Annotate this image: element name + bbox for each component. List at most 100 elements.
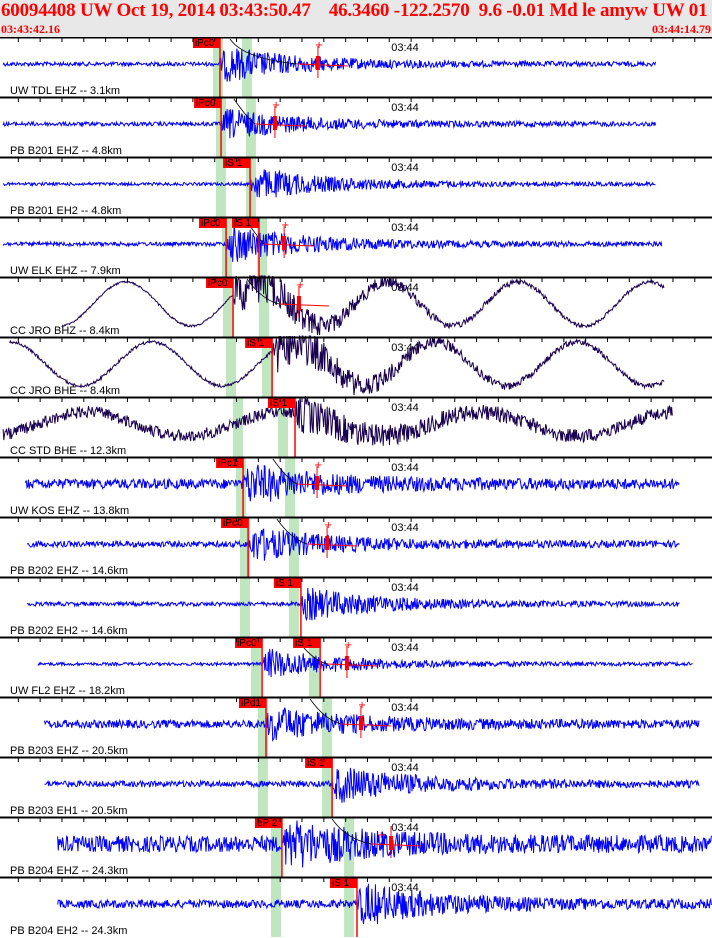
pick-label: iPc0 — [196, 98, 216, 109]
trace-panel: 03:44 iS 1 PB B203 EH1 -- 20.5km — [0, 756, 712, 817]
minute-label: 03:44 — [391, 42, 419, 54]
station-label: PB B203 EH1 -- 20.5km — [10, 805, 127, 817]
minute-label: 03:44 — [391, 762, 419, 774]
pick-label: iPc0 — [208, 278, 228, 289]
p-window — [236, 457, 247, 517]
p-window — [223, 277, 234, 337]
pick-label: iS 1 — [225, 158, 243, 169]
coda-fit-line — [297, 483, 348, 487]
waveform — [9, 334, 665, 396]
minute-label: 03:44 — [391, 702, 419, 714]
amplitude-bar — [272, 116, 277, 130]
pick-label: iPc0 — [237, 638, 257, 649]
station-label: UW FL2 EHZ -- 18.2km — [10, 685, 125, 697]
trace-panel: 03:44 + iPd1 PB B203 EHZ -- 20.5km — [0, 696, 712, 757]
s-window — [322, 757, 333, 817]
minute-label: 03:44 — [391, 522, 419, 534]
p-window — [226, 337, 237, 397]
waveform — [2, 395, 673, 446]
trace-panel: 03:44 + iPc0 PB B201 EHZ -- 4.8km — [0, 96, 712, 157]
trace-panel: 03:44 iS 1 PB B204 EH2 -- 24.3km — [0, 876, 712, 937]
minute-label: 03:44 — [391, 822, 419, 834]
pick-flag — [235, 637, 263, 648]
amplitude-plus-icon: + — [315, 40, 323, 51]
p-window — [216, 157, 227, 217]
pick-flag — [223, 157, 251, 168]
station-label: PB B201 EHZ -- 4.8km — [10, 145, 122, 157]
pick-flag — [194, 97, 222, 108]
minute-label: 03:44 — [391, 462, 419, 474]
amplitude-plus-icon: + — [344, 640, 352, 651]
coda-fit-curve — [229, 38, 298, 65]
station-label: PB B202 EHZ -- 14.6km — [10, 565, 128, 577]
amplitude-plus-icon: + — [314, 460, 322, 471]
trace-panel: 03:44 iS 1 CC STD BHE -- 12.3km — [0, 395, 712, 457]
trace-panel: 03:44 + eP 2 PB B204 EHZ -- 24.3km — [0, 816, 712, 877]
waveform — [37, 648, 693, 678]
coda-fit-curve — [331, 818, 372, 845]
amplitude-bar — [389, 836, 394, 850]
coda-fit-line — [278, 303, 329, 307]
pick-flag — [305, 757, 333, 768]
pick-label: iS 1 — [247, 338, 265, 349]
minute-label: 03:44 — [391, 402, 419, 414]
station-label: PB B203 EHZ -- 20.5km — [10, 745, 128, 757]
amplitude-bar — [315, 476, 320, 490]
pick-flag — [221, 517, 249, 528]
station-label: CC STD BHE -- 12.3km — [10, 445, 126, 457]
coda-fit-curve — [309, 698, 342, 725]
pick-label: iS 1 — [276, 578, 294, 589]
s-window — [259, 277, 270, 337]
pick-flag — [245, 337, 273, 348]
pick-label: iPc0 — [195, 38, 215, 49]
trace-panel: 03:44 iS 1 PB B202 EH2 -- 14.6km — [0, 576, 712, 637]
pick-label: iS 1 — [307, 758, 325, 769]
coda-fit-line — [254, 123, 305, 127]
waveform — [26, 528, 680, 561]
pick-label: iS 1 — [332, 878, 350, 889]
waveform — [24, 464, 680, 502]
pick-flag — [232, 217, 260, 228]
pick-label: iPc0 — [223, 518, 243, 529]
waveform — [44, 767, 700, 803]
minute-label: 03:44 — [391, 222, 419, 234]
pick-flag — [216, 457, 244, 468]
waveform — [44, 707, 700, 742]
amplitude-bar — [296, 296, 301, 310]
seismogram-plot: 03:44 + iPc0 UW TDL EHZ -- 3.1km 03:44 + iPc0 P… — [0, 37, 712, 937]
pick-label: iS 1 — [270, 398, 288, 409]
coda-fit-curve — [276, 518, 308, 545]
waveform — [57, 820, 712, 868]
station-label: PB B201 EH2 -- 4.8km — [10, 205, 121, 217]
pick-flag — [254, 817, 282, 828]
amplitude-bar — [315, 56, 320, 70]
pick-flag — [273, 577, 301, 588]
p-window — [240, 577, 251, 637]
coda-fit-curve — [246, 278, 280, 305]
end-time: 03:44:14.79 — [652, 22, 711, 36]
amplitude-plus-icon: + — [377, 830, 385, 841]
trace-panel: 03:44 + iPc0 UW TDL EHZ -- 3.1km — [0, 37, 712, 97]
waveform — [57, 883, 712, 924]
pick-flag — [329, 877, 357, 888]
minute-label: 03:44 — [391, 582, 419, 594]
trace-panel: 03:44 + iPc1 UW KOS EHZ -- 13.8km — [0, 456, 712, 517]
amplitude-bar — [325, 536, 330, 550]
pick-label: iPc1 — [218, 458, 238, 469]
amplitude-plus-icon: + — [281, 220, 289, 231]
pick-label: eP 2 — [257, 818, 278, 829]
amplitude-bar — [358, 716, 363, 730]
coda-fit-line — [297, 63, 348, 67]
station-label: UW TDL EHZ -- 3.1km — [10, 85, 120, 97]
amplitude-plus-icon: + — [272, 100, 280, 111]
event-title: 60094408 UW Oct 19, 2014 03:43:50.47 46.… — [1, 0, 712, 21]
pick-label: iS 1 — [234, 218, 252, 229]
p-window — [257, 697, 268, 757]
pick-flag — [238, 697, 266, 708]
amplitude-plus-icon: + — [296, 280, 304, 291]
minute-label: 03:44 — [391, 642, 419, 654]
coda-fit-curve — [233, 98, 256, 125]
coda-fit-line — [307, 543, 358, 547]
